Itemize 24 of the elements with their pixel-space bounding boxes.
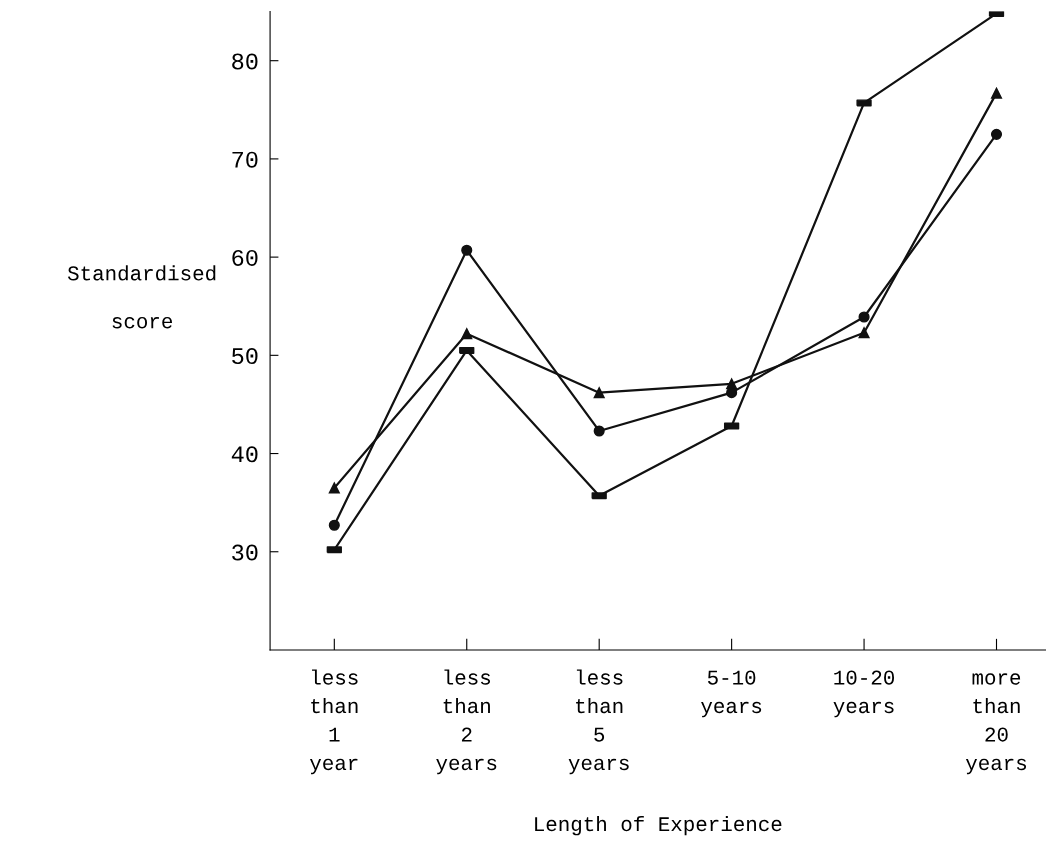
point (328, 482, 340, 494)
y-tick-label: 40 (231, 446, 258, 463)
point (593, 425, 605, 437)
text: Standardised score (67, 265, 216, 329)
x-tick-label: more than 20 years (965, 673, 1027, 775)
y-tick-label: 50 (232, 348, 258, 365)
x-tick-label: 5-10 years (701, 670, 762, 718)
point (990, 87, 1003, 99)
y-tick-label: 30 (232, 544, 258, 561)
point (461, 328, 473, 340)
x-tick-label: less than 2 years (436, 669, 497, 775)
x-tick-label: less than 5 years (568, 669, 629, 775)
point (328, 519, 340, 531)
x-tick-label: less than 1 year (309, 669, 358, 775)
point (593, 387, 605, 399)
y-tick-label: 60 (232, 249, 258, 266)
point (461, 244, 473, 256)
x-axis-title: Length of Experience (535, 815, 782, 836)
x-tick-label: 10-20 years (833, 670, 895, 718)
point (858, 327, 870, 339)
y-tick-label: 70 (232, 151, 258, 168)
point (858, 311, 870, 323)
point (990, 128, 1003, 140)
y-tick-label: 80 (232, 53, 258, 70)
